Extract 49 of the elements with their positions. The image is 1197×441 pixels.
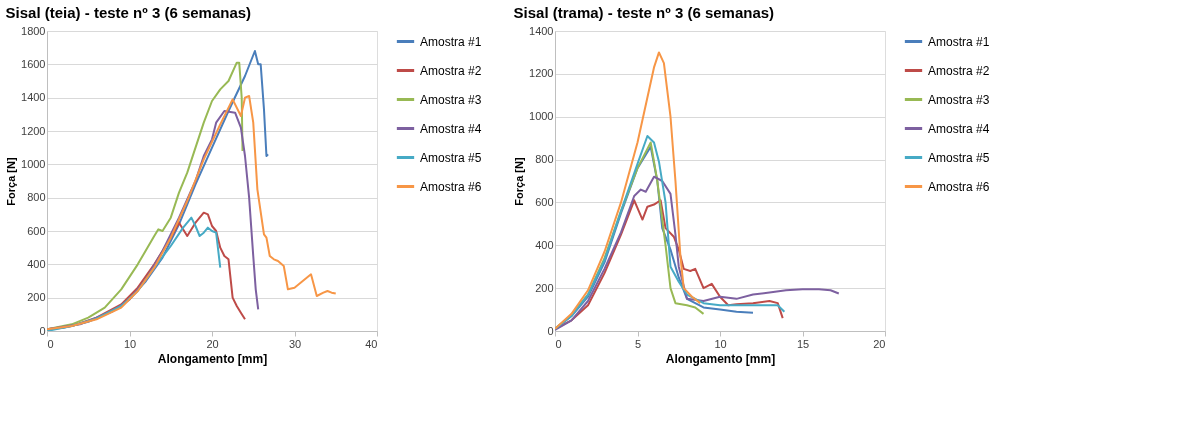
- y-tick-label: 200: [535, 281, 554, 294]
- y-tick-label: 800: [535, 153, 554, 166]
- y-tick-label: 400: [27, 257, 46, 270]
- y-tick-label: 1200: [21, 124, 46, 137]
- x-tick-label: 15: [796, 337, 810, 350]
- legend-label: Amostra #5: [420, 150, 482, 165]
- x-axis-title: Alongamento [mm]: [157, 351, 268, 366]
- legend-label: Amostra #6: [420, 179, 482, 194]
- legend-label: Amostra #1: [928, 34, 990, 49]
- chart-title: Sisal (trama) - teste nº 3 (6 semanas): [513, 4, 775, 21]
- y-tick-label: 1000: [21, 157, 46, 170]
- line-series: [555, 51, 702, 330]
- y-tick-label: 600: [27, 224, 46, 237]
- legend-label: Amostra #4: [420, 121, 482, 136]
- line-series: [555, 175, 840, 331]
- y-tick-label: 1600: [21, 57, 46, 70]
- x-tick-label: 10: [123, 337, 137, 350]
- y-tick-label: 600: [535, 195, 554, 208]
- legend-label: Amostra #6: [928, 179, 990, 194]
- x-tick-label: 10: [714, 337, 727, 350]
- y-tick-label: 1200: [529, 67, 554, 80]
- line-series: [47, 95, 337, 331]
- legend-label: Amostra #3: [420, 92, 482, 107]
- y-tick-label: 1400: [21, 91, 46, 104]
- x-axis-title: Alongamento [mm]: [665, 351, 776, 366]
- x-tick-label: 5: [634, 337, 642, 350]
- y-tick-label: 1800: [21, 24, 46, 37]
- legend-label: Amostra #4: [928, 121, 990, 136]
- x-tick-label: 30: [288, 337, 302, 350]
- y-tick-label: 0: [39, 324, 46, 337]
- legend-label: Amostra #5: [928, 150, 990, 165]
- y-tick-label: 200: [27, 291, 46, 304]
- y-axis-title: Força [N]: [5, 157, 18, 206]
- y-tick-label: 400: [535, 238, 554, 251]
- chart-title: Sisal (teia) - teste nº 3 (6 semanas): [5, 4, 252, 21]
- legend-label: Amostra #2: [420, 63, 482, 78]
- y-tick-label: 0: [547, 324, 554, 337]
- legend-label: Amostra #1: [420, 34, 482, 49]
- x-tick-label: 40: [365, 337, 378, 350]
- y-axis-title: Força [N]: [513, 157, 526, 206]
- x-tick-label: 0: [555, 337, 562, 350]
- x-tick-label: 20: [206, 337, 219, 350]
- legend-label: Amostra #3: [928, 92, 990, 107]
- legend-label: Amostra #2: [928, 63, 990, 78]
- y-tick-label: 800: [27, 191, 46, 204]
- y-tick-label: 1000: [529, 110, 554, 123]
- x-tick-label: 0: [47, 337, 54, 350]
- x-tick-label: 20: [873, 337, 886, 350]
- y-tick-label: 1400: [529, 24, 554, 37]
